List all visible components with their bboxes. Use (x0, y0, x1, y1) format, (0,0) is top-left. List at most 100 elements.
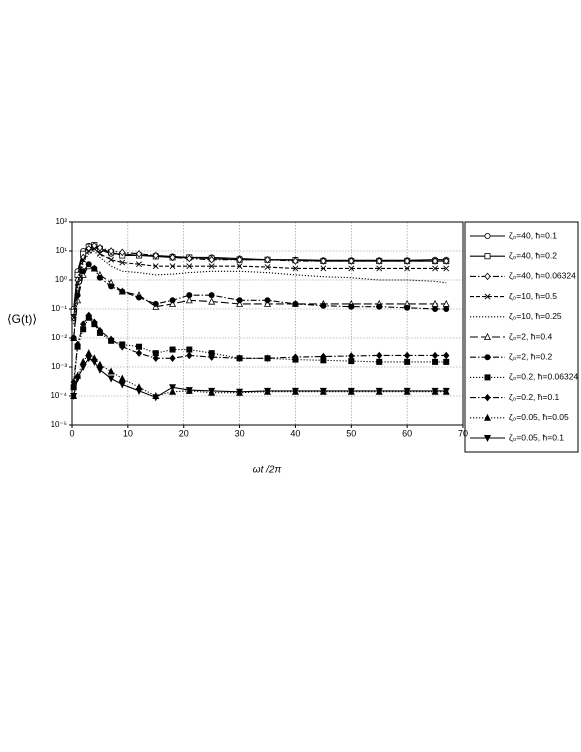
x-axis-label: ωt /2π (253, 465, 282, 476)
marker (484, 393, 491, 402)
marker (119, 288, 126, 295)
marker (208, 263, 215, 270)
marker (169, 346, 176, 353)
series-line (73, 316, 447, 388)
plot-frame (71, 221, 464, 426)
marker (118, 374, 126, 382)
marker (96, 366, 104, 374)
y-tick-label: 10⁻² (51, 333, 67, 342)
x-tick-label: 70 (458, 428, 468, 438)
marker (375, 387, 383, 395)
marker (119, 259, 126, 266)
marker (152, 394, 160, 402)
marker (108, 283, 115, 290)
marker (292, 300, 299, 307)
marker (185, 387, 193, 395)
marker (169, 354, 176, 363)
marker (208, 255, 215, 264)
marker (320, 257, 327, 265)
series-line (73, 352, 447, 397)
marker (135, 349, 143, 357)
marker (376, 358, 383, 365)
series-line (73, 248, 447, 318)
marker (107, 375, 115, 383)
legend-label: ζ₀=2, ħ=0.2 (509, 351, 552, 361)
marker (186, 254, 193, 263)
marker (483, 434, 492, 443)
series-line (73, 244, 447, 312)
x-tick-label: 50 (346, 428, 356, 438)
x-tick-label: 60 (402, 428, 412, 438)
marker (96, 274, 103, 281)
marker (186, 263, 193, 270)
marker (443, 358, 450, 365)
marker (70, 392, 78, 401)
marker (263, 387, 272, 395)
marker (85, 248, 92, 254)
y-axis-label: ⟨G(t)⟩ (7, 312, 37, 326)
marker (74, 375, 82, 383)
marker (348, 303, 355, 310)
legend-label: ζ₀=40, ħ=0.06324 (509, 271, 576, 281)
marker (264, 264, 271, 270)
legend-label: ζ₀=2, ħ=0.4 (509, 331, 552, 341)
marker (91, 318, 98, 326)
marker (185, 296, 193, 304)
marker (236, 297, 243, 304)
marker (91, 245, 98, 252)
y-tick-label: 10⁻¹ (51, 304, 67, 313)
marker (404, 358, 411, 365)
marker (292, 257, 299, 265)
marker (432, 265, 438, 272)
marker (484, 293, 491, 300)
marker (135, 387, 143, 395)
marker (443, 257, 450, 265)
x-tick-label: 0 (69, 428, 74, 438)
marker (119, 248, 126, 257)
marker (208, 292, 215, 299)
marker (236, 388, 244, 396)
marker (136, 343, 143, 350)
marker (483, 332, 492, 341)
marker (263, 299, 272, 307)
marker (186, 351, 193, 360)
series-line (73, 250, 447, 325)
legend-label: ζ₀=10, ħ=0.5 (509, 291, 557, 301)
series-line (73, 263, 447, 339)
series-line (73, 265, 447, 339)
marker (74, 279, 81, 286)
x-tick-label: 30 (235, 428, 245, 438)
marker (186, 292, 193, 299)
marker (431, 257, 439, 265)
marker (320, 352, 327, 361)
x-tick-label: 40 (290, 428, 300, 438)
legend-label: ζ₀=0.2, ħ=0.06324 (509, 372, 578, 382)
marker (107, 247, 115, 255)
marker (347, 387, 355, 395)
marker (484, 272, 491, 281)
marker (107, 335, 115, 344)
x-tick-label: 10 (123, 428, 133, 438)
marker (404, 257, 411, 265)
marker (152, 354, 159, 363)
marker (443, 305, 450, 312)
y-tick-label: 10⁻⁵ (51, 420, 67, 429)
y-tick-label: 10² (55, 217, 67, 226)
marker (443, 265, 450, 272)
y-tick-label: 10⁰ (55, 275, 67, 284)
marker (91, 265, 98, 272)
marker (208, 297, 216, 305)
marker (376, 265, 383, 272)
marker (484, 374, 491, 381)
marker (136, 294, 143, 301)
y-tick-label: 10¹ (55, 246, 67, 255)
legend-label: ζ₀=0.05, ħ=0.05 (509, 412, 569, 422)
marker (292, 353, 299, 361)
marker (136, 261, 142, 268)
x-tick-label: 20 (179, 428, 189, 438)
marker (431, 387, 439, 395)
marker (152, 251, 159, 260)
marker (432, 358, 439, 365)
legend-label: ζ₀=0.05, ħ=0.1 (509, 432, 564, 442)
y-tick-label: 10⁻⁴ (50, 391, 67, 400)
